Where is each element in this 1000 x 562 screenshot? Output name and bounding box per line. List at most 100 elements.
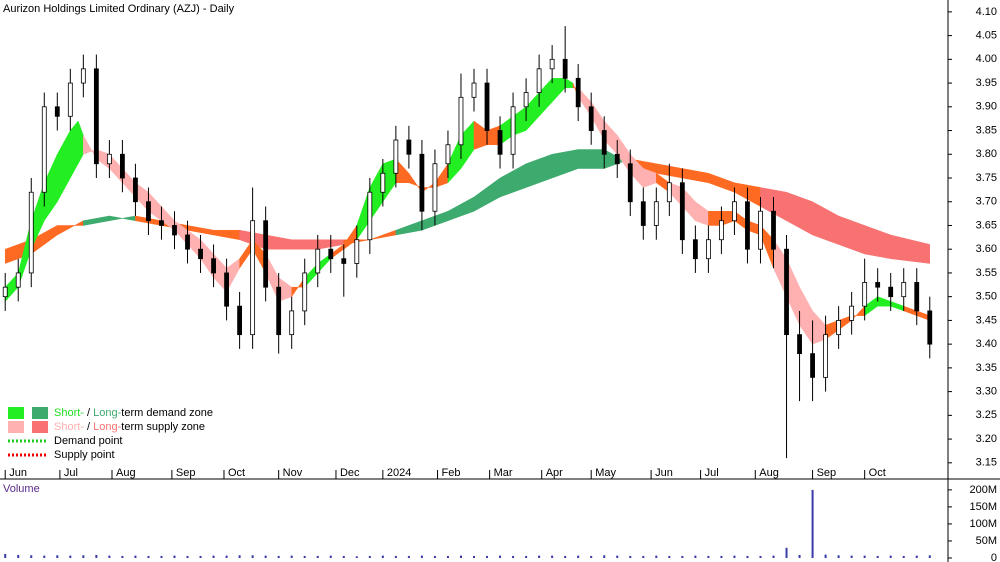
candle-body [28,191,34,274]
x-tick-label: May [595,467,616,479]
candle-body [614,153,620,165]
y-tick-label: 3.75 [976,172,997,184]
candle-body [458,96,464,146]
volume-tick-label: 0 [991,552,997,562]
candle-body [640,201,646,226]
legend-text: term demand zone [121,407,213,419]
candle-body [588,106,594,131]
candle-body [328,248,334,260]
price-pane [2,26,933,459]
volume-bar [342,555,345,558]
volume-bar [225,555,228,558]
volume-tick-label: 50M [976,535,997,547]
x-tick-label: Aug [759,467,779,479]
y-tick-label: 4.00 [976,53,997,65]
volume-bar [733,555,736,558]
volume-bar [238,555,241,558]
volume-bar [603,555,606,558]
volume-label: Volume [3,483,40,495]
volume-bar [43,555,46,558]
candle-body [627,163,633,203]
volume-bar [355,556,358,558]
candle-body [536,68,542,93]
y-tick-label: 3.20 [976,433,997,445]
volume-bar [902,555,905,558]
volume-bar [668,555,671,558]
y-tick-label: 3.50 [976,291,997,303]
volume-tick-label: 200M [969,484,997,496]
candle-body [888,286,894,298]
candle-body [549,58,555,70]
legend-text: / [84,421,93,433]
volume-bar [4,553,7,558]
y-tick-label: 3.25 [976,409,997,421]
zone-band [890,234,931,264]
candle-body [367,191,373,241]
x-tick-label: Nov [283,467,303,479]
x-tick-label: Jun [9,467,27,479]
candle-body [250,220,256,336]
volume-bar [134,555,137,558]
candle-body [54,106,60,117]
volume-bar [446,555,449,558]
candle-body [406,139,412,155]
candle-body [692,239,698,260]
candle-body [211,258,216,274]
candle-body [224,272,229,307]
candle-body [797,334,802,355]
y-tick-label: 3.90 [976,101,997,113]
candle-body [471,82,477,98]
candle-body [497,130,503,155]
x-tick-label: Jun [655,467,673,479]
x-tick-label: Aug [116,467,136,479]
x-tick-label: Jul [705,467,719,479]
volume-bar [433,555,436,558]
volume-bar [837,555,840,558]
candle-body [237,305,243,336]
volume-bar [824,554,827,558]
legend-swatch [8,407,24,419]
candle-body [106,153,112,165]
candle-body [914,282,920,312]
candle-body [758,210,763,250]
y-tick-label: 4.10 [976,6,997,18]
x-tick-label: 2024 [387,467,411,479]
chart-title: Aurizon Holdings Limited Ordinary (AZJ) … [3,3,235,15]
volume-bar [538,555,541,558]
volume-bar [798,554,801,558]
candle-body [15,272,21,288]
volume-bar [707,555,710,558]
candle-body [41,106,47,193]
candle-body [679,182,685,241]
candle-body [601,130,607,155]
volume-bar [642,555,645,558]
candle-body [93,68,99,165]
volume-bar [173,555,176,558]
volume-bar [459,555,462,558]
candle-body [745,201,750,250]
candle-body [849,305,855,321]
volume-bar [147,555,150,558]
volume-bar [759,555,762,558]
legend-text: Short- [54,407,84,419]
volume-bar [915,555,918,558]
volume-tick-label: 100M [969,518,997,530]
legend-swatch [32,421,48,433]
legend-text: Long- [93,407,121,419]
candle-body [823,334,828,378]
volume-bar [512,555,515,558]
x-tick-label: Mar [494,467,513,479]
candle-body [302,272,308,312]
legend-label: Demand point [54,435,123,447]
y-tick-label: 3.55 [976,267,997,279]
candle-body [927,310,933,345]
candle-body [276,286,282,336]
candle-body [185,234,190,250]
legend-text: Short- [54,421,84,433]
volume-bar [56,555,59,558]
candle-body [875,282,881,288]
volume-bar [407,555,410,558]
legend-swatch [32,407,48,419]
